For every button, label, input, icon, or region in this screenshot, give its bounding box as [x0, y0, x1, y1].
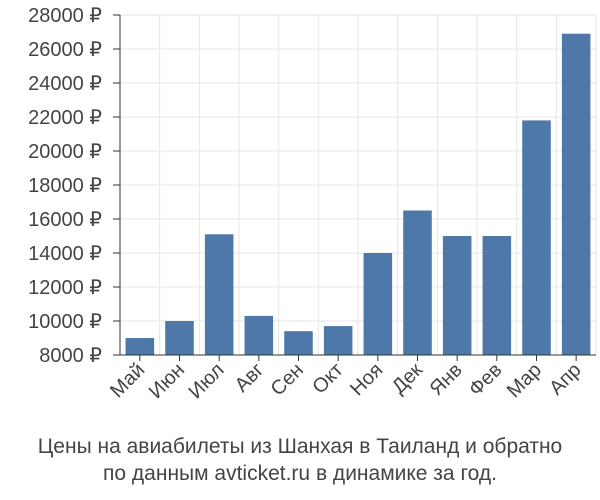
- y-tick-label: 12000 ₽: [28, 277, 102, 299]
- bars: [125, 33, 591, 356]
- bar: [284, 331, 313, 355]
- y-tick-label: 22000 ₽: [28, 107, 102, 129]
- x-tick-label: Мар: [503, 359, 546, 402]
- x-tick-label: Ноя: [346, 359, 387, 400]
- bar: [561, 33, 591, 355]
- y-tick-label: 24000 ₽: [28, 73, 102, 95]
- bar: [244, 315, 274, 355]
- bar: [323, 326, 353, 355]
- y-tick-label: 10000 ₽: [28, 311, 102, 333]
- y-tick-label: 26000 ₽: [28, 39, 102, 61]
- bar: [522, 120, 551, 356]
- y-tick-label: 16000 ₽: [28, 209, 102, 231]
- bar: [125, 338, 155, 355]
- chart-caption-line-1: Цены на авиабилеты из Шанхая в Таиланд и…: [37, 435, 563, 458]
- chart-caption-line-2: по данным avticket.ru в динамике за год.: [103, 462, 497, 485]
- bar: [165, 321, 194, 355]
- y-tick-label: 20000 ₽: [28, 141, 102, 163]
- bar: [482, 236, 512, 355]
- y-axis: 8000 ₽ 10000 ₽ 12000 ₽ 14000 ₽ 16000 ₽ 18000 …: [28, 5, 121, 367]
- y-tick-label: 28000 ₽: [28, 5, 102, 27]
- x-tick-label: Дек: [388, 359, 427, 398]
- x-tick-label: Янв: [426, 359, 467, 400]
- bar: [403, 210, 432, 355]
- bar: [204, 234, 234, 355]
- x-tick-label: Сен: [267, 359, 308, 400]
- x-tick-label: Авг: [231, 359, 269, 397]
- x-tick-label: Июн: [145, 359, 189, 403]
- x-tick-label: Окт: [308, 359, 347, 398]
- y-tick-label: 18000 ₽: [28, 175, 102, 197]
- x-tick-label: Май: [106, 359, 149, 402]
- bar: [363, 253, 393, 355]
- x-tick-label: Июл: [184, 359, 228, 403]
- x-tick-label: Фев: [465, 359, 507, 401]
- y-tick-label: 8000 ₽: [39, 345, 102, 367]
- bar-chart: 8000 ₽ 10000 ₽ 12000 ₽ 14000 ₽ 16000 ₽ 18000 …: [28, 5, 597, 403]
- x-tick-label: Апр: [545, 359, 586, 400]
- y-tick-label: 14000 ₽: [28, 243, 102, 265]
- bar: [442, 236, 472, 355]
